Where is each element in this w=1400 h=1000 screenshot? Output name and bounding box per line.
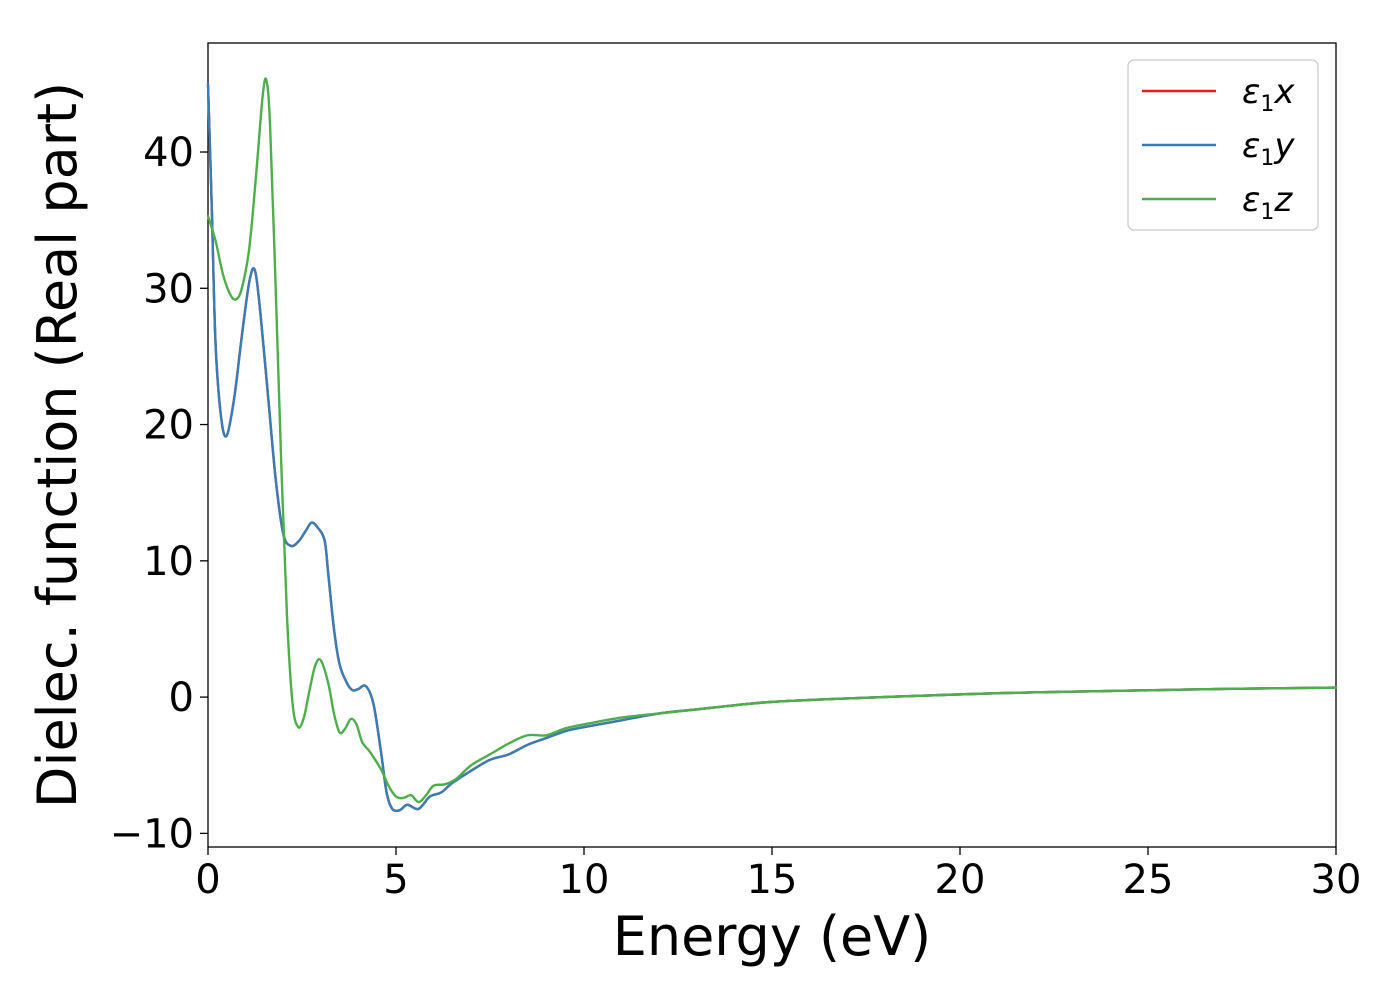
y-tick-label: 40 [143, 130, 194, 176]
x-tick-label: 5 [383, 857, 408, 903]
x-tick-label: 20 [935, 857, 986, 903]
legend-label-symbol: ε [1242, 126, 1260, 166]
legend-label-2: ε1y [1242, 126, 1295, 171]
y-tick-label: 20 [143, 403, 194, 449]
y-tick-label: 10 [143, 539, 194, 585]
x-tick-label: 15 [747, 857, 798, 903]
legend-label-variable: x [1273, 72, 1295, 112]
y-axis-label: Dielec. function (Real part) [26, 82, 89, 808]
legend-label-variable: z [1273, 180, 1293, 220]
x-tick-label: 0 [195, 857, 220, 903]
legend-label-subscript: 1 [1260, 200, 1274, 225]
legend-label-subscript: 1 [1260, 92, 1274, 117]
x-axis-label: Energy (eV) [613, 905, 932, 968]
y-tick-label: 30 [143, 266, 194, 312]
x-tick-label: 30 [1311, 857, 1362, 903]
x-tick-label: 10 [559, 857, 610, 903]
series-line-3 [206, 77, 1338, 804]
series-layer [206, 77, 1338, 813]
legend-label-1: ε1x [1242, 72, 1295, 117]
legend-label-variable: y [1273, 126, 1295, 166]
legend-label-subscript: 1 [1260, 146, 1274, 171]
legend-label-symbol: ε [1242, 180, 1260, 220]
legend-label-symbol: ε [1242, 72, 1260, 112]
legend-box [1127, 59, 1319, 231]
y-axis-ticks: −10 0 10 20 30 40 [110, 130, 208, 857]
y-tick-label: 0 [169, 675, 194, 721]
y-tick-label: −10 [110, 811, 194, 857]
x-tick-label: 25 [1123, 857, 1174, 903]
x-axis-ticks: 0 5 10 15 20 25 30 [195, 847, 1361, 903]
legend-label-3: ε1z [1242, 180, 1293, 225]
